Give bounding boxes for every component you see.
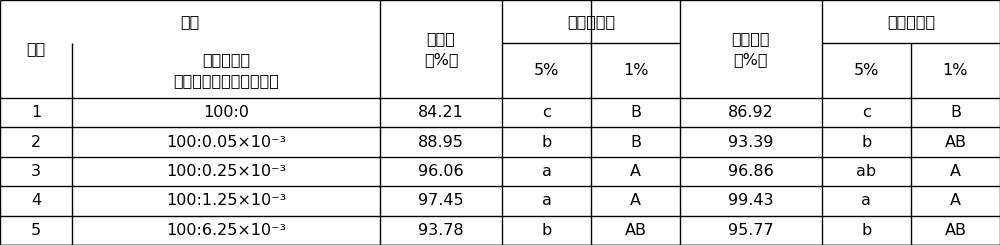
Text: AB: AB (944, 223, 966, 238)
Text: 株防效
（%）: 株防效 （%） (424, 31, 458, 67)
Text: 有效成分比
（草甘膦：芸苔素内酯）: 有效成分比 （草甘膦：芸苔素内酯） (173, 52, 279, 88)
Text: 编号: 编号 (26, 41, 46, 57)
Text: 差异显著性: 差异显著性 (887, 14, 935, 29)
Text: 96.86: 96.86 (728, 164, 774, 179)
Text: 4: 4 (31, 193, 41, 208)
Text: b: b (861, 135, 871, 150)
Text: AB: AB (944, 135, 966, 150)
Text: B: B (950, 105, 961, 120)
Text: 86.92: 86.92 (728, 105, 774, 120)
Text: 5%: 5% (854, 63, 879, 78)
Text: b: b (861, 223, 871, 238)
Text: a: a (542, 193, 551, 208)
Text: 鲜重防效
（%）: 鲜重防效 （%） (732, 31, 770, 67)
Text: a: a (542, 164, 551, 179)
Text: 97.45: 97.45 (418, 193, 464, 208)
Text: 99.43: 99.43 (728, 193, 774, 208)
Text: A: A (950, 164, 961, 179)
Text: B: B (630, 135, 641, 150)
Text: 88.95: 88.95 (418, 135, 464, 150)
Text: 5%: 5% (534, 63, 559, 78)
Text: b: b (541, 135, 552, 150)
Text: 100:6.25×10⁻³: 100:6.25×10⁻³ (166, 223, 286, 238)
Text: 差异显著性: 差异显著性 (567, 14, 615, 29)
Text: 5: 5 (31, 223, 41, 238)
Text: 100:1.25×10⁻³: 100:1.25×10⁻³ (166, 193, 286, 208)
Text: 95.77: 95.77 (728, 223, 774, 238)
Text: 处理: 处理 (180, 14, 200, 29)
Text: A: A (950, 193, 961, 208)
Text: 84.21: 84.21 (418, 105, 464, 120)
Text: 96.06: 96.06 (418, 164, 464, 179)
Text: 1%: 1% (943, 63, 968, 78)
Text: 2: 2 (31, 135, 41, 150)
Text: b: b (541, 223, 552, 238)
Text: 93.39: 93.39 (728, 135, 774, 150)
Text: 100:0.05×10⁻³: 100:0.05×10⁻³ (166, 135, 286, 150)
Text: A: A (630, 193, 641, 208)
Text: ab: ab (856, 164, 876, 179)
Text: 1: 1 (31, 105, 41, 120)
Text: a: a (861, 193, 871, 208)
Text: c: c (862, 105, 871, 120)
Text: A: A (630, 164, 641, 179)
Text: 3: 3 (31, 164, 41, 179)
Text: 100:0: 100:0 (203, 105, 249, 120)
Text: c: c (542, 105, 551, 120)
Text: 100:0.25×10⁻³: 100:0.25×10⁻³ (166, 164, 286, 179)
Text: B: B (630, 105, 641, 120)
Text: AB: AB (625, 223, 647, 238)
Text: 1%: 1% (623, 63, 648, 78)
Text: 93.78: 93.78 (418, 223, 464, 238)
